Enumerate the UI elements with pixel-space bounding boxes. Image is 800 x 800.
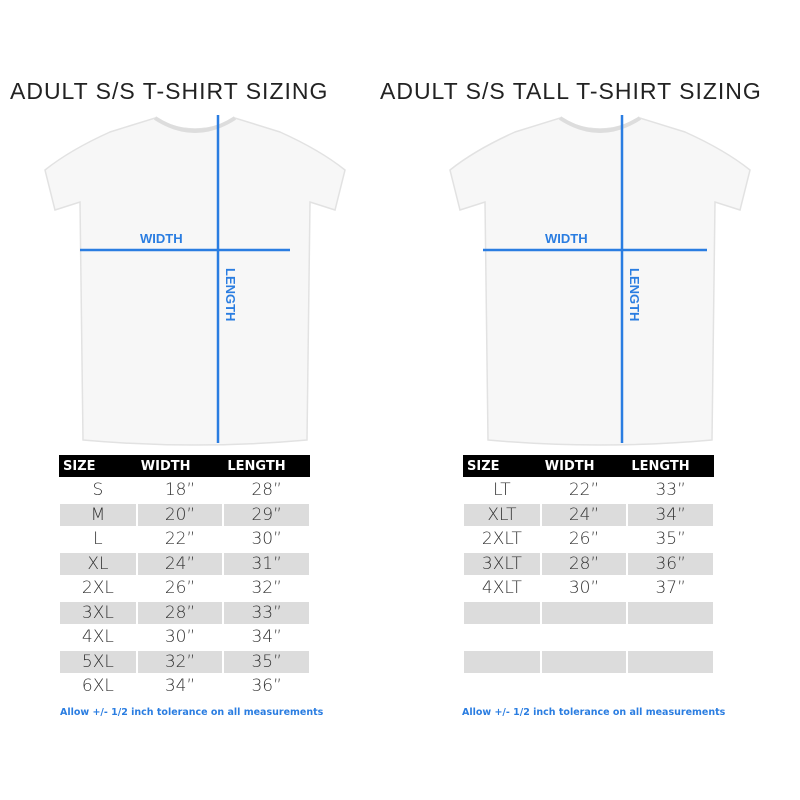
length-label-tall: LENGTH bbox=[627, 268, 642, 322]
table-row: LT 22” 33” bbox=[462, 477, 715, 504]
tshirt-illustration-tall bbox=[449, 115, 751, 446]
table-cell bbox=[626, 648, 715, 675]
table-row: 2XLT 26” 35” bbox=[462, 526, 715, 553]
table-cell: L bbox=[58, 526, 138, 553]
table-cell: 3XLT bbox=[462, 550, 542, 577]
table-row: 6XL 34” 36” bbox=[58, 673, 311, 700]
table-cell: 24” bbox=[135, 550, 225, 577]
table-cell: 36” bbox=[222, 673, 311, 700]
table-cell bbox=[539, 599, 629, 626]
table-cell bbox=[626, 624, 715, 651]
table-cell bbox=[462, 599, 542, 626]
table-cell: 22” bbox=[135, 526, 225, 553]
table-row: 4XLT 30” 37” bbox=[462, 575, 715, 602]
table-cell bbox=[626, 673, 715, 700]
column-header: LENGTH bbox=[223, 455, 310, 478]
table-cell: 32” bbox=[135, 648, 225, 675]
table-cell: 30” bbox=[222, 526, 311, 553]
table-row: XLT 24” 34” bbox=[462, 501, 715, 528]
table-row bbox=[462, 624, 715, 651]
table-cell bbox=[539, 673, 629, 700]
column-header: SIZE bbox=[59, 455, 137, 478]
table-cell: 33” bbox=[626, 477, 715, 504]
table-cell: 35” bbox=[626, 526, 715, 553]
table-cell: 33” bbox=[222, 599, 311, 626]
width-label-regular: WIDTH bbox=[140, 231, 183, 246]
table-cell bbox=[462, 673, 542, 700]
tolerance-note-regular: Allow +/- 1/2 inch tolerance on all meas… bbox=[60, 707, 324, 718]
table-cell: 34” bbox=[626, 501, 715, 528]
table-cell: 3XL bbox=[58, 599, 138, 626]
table-cell bbox=[539, 648, 629, 675]
table-cell: 26” bbox=[539, 526, 629, 553]
table-cell: 2XL bbox=[58, 575, 138, 602]
table-cell: 32” bbox=[222, 575, 311, 602]
table-row: S 18” 28” bbox=[58, 477, 311, 504]
table-cell: 20” bbox=[135, 501, 225, 528]
table-row: 3XLT 28” 36” bbox=[462, 550, 715, 577]
table-cell: 22” bbox=[539, 477, 629, 504]
table-cell bbox=[626, 599, 715, 626]
table-cell: 18” bbox=[135, 477, 225, 504]
width-label-tall: WIDTH bbox=[545, 231, 588, 246]
table-row bbox=[462, 648, 715, 675]
table-row: XL 24” 31” bbox=[58, 550, 311, 577]
table-cell: 30” bbox=[135, 624, 225, 651]
table-cell: 29” bbox=[222, 501, 311, 528]
size-table-regular: SIZE WIDTH LENGTH S 18” 28” M 20” 29” L 22” 30” XL 24… bbox=[58, 455, 311, 700]
table-cell: 4XLT bbox=[462, 575, 542, 602]
size-table-tall: SIZE WIDTH LENGTH LT 22” 33” XLT 24” 34” 2XLT 26” 3… bbox=[462, 455, 715, 700]
table-cell bbox=[539, 624, 629, 651]
table-cell: 26” bbox=[135, 575, 225, 602]
table-cell: 36” bbox=[626, 550, 715, 577]
table-row: 5XL 32” 35” bbox=[58, 648, 311, 675]
table-cell: 30” bbox=[539, 575, 629, 602]
table-row: L 22” 30” bbox=[58, 526, 311, 553]
table-cell: 28” bbox=[222, 477, 311, 504]
column-header: WIDTH bbox=[136, 455, 224, 478]
table-row: 2XL 26” 32” bbox=[58, 575, 311, 602]
tolerance-note-tall: Allow +/- 1/2 inch tolerance on all meas… bbox=[462, 707, 726, 718]
table-cell: 2XLT bbox=[462, 526, 542, 553]
length-label-regular: LENGTH bbox=[223, 268, 238, 322]
table-row: 3XL 28” 33” bbox=[58, 599, 311, 626]
table-row: M 20” 29” bbox=[58, 501, 311, 528]
table-cell: 5XL bbox=[58, 648, 138, 675]
table-cell: S bbox=[58, 477, 138, 504]
column-header: SIZE bbox=[463, 455, 541, 478]
table-cell: 4XL bbox=[58, 624, 138, 651]
table-header: SIZE WIDTH LENGTH bbox=[59, 455, 310, 478]
table-cell: M bbox=[58, 501, 138, 528]
table-cell: 37” bbox=[626, 575, 715, 602]
table-row: 4XL 30” 34” bbox=[58, 624, 311, 651]
table-cell: 6XL bbox=[58, 673, 138, 700]
column-header: WIDTH bbox=[540, 455, 628, 478]
table-cell: XL bbox=[58, 550, 138, 577]
table-cell: 24” bbox=[539, 501, 629, 528]
table-cell: 34” bbox=[135, 673, 225, 700]
table-cell bbox=[462, 648, 542, 675]
column-header: LENGTH bbox=[627, 455, 714, 478]
table-cell: 35” bbox=[222, 648, 311, 675]
table-cell: 28” bbox=[539, 550, 629, 577]
title-regular: ADULT S/S T-SHIRT SIZING bbox=[10, 78, 329, 104]
table-cell: XLT bbox=[462, 501, 542, 528]
table-row bbox=[462, 599, 715, 626]
table-cell: 28” bbox=[135, 599, 225, 626]
table-cell: 31” bbox=[222, 550, 311, 577]
table-cell: 34” bbox=[222, 624, 311, 651]
table-cell bbox=[462, 624, 542, 651]
tshirt-illustration-regular bbox=[44, 115, 346, 446]
title-tall: ADULT S/S TALL T-SHIRT SIZING bbox=[380, 78, 762, 104]
table-row bbox=[462, 673, 715, 700]
table-header: SIZE WIDTH LENGTH bbox=[463, 455, 714, 478]
table-cell: LT bbox=[462, 477, 542, 504]
